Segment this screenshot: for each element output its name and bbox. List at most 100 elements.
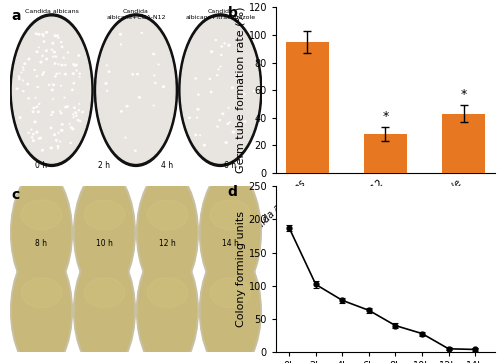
Ellipse shape <box>36 51 38 53</box>
Ellipse shape <box>219 119 220 121</box>
Ellipse shape <box>69 123 70 124</box>
Ellipse shape <box>220 66 221 67</box>
Ellipse shape <box>78 110 80 111</box>
Text: 4 h: 4 h <box>162 161 173 170</box>
Ellipse shape <box>22 67 24 68</box>
Ellipse shape <box>195 134 196 136</box>
Ellipse shape <box>46 58 48 60</box>
Ellipse shape <box>24 63 25 64</box>
Text: c: c <box>12 188 20 202</box>
Ellipse shape <box>217 126 218 127</box>
Ellipse shape <box>84 278 124 308</box>
Ellipse shape <box>52 43 54 44</box>
Ellipse shape <box>106 65 107 66</box>
Ellipse shape <box>43 72 44 73</box>
Text: 2 h: 2 h <box>98 161 110 170</box>
Ellipse shape <box>28 58 30 60</box>
Ellipse shape <box>237 129 238 130</box>
Ellipse shape <box>46 32 48 33</box>
Ellipse shape <box>56 139 58 141</box>
Ellipse shape <box>141 32 142 33</box>
Y-axis label: Colony forming units: Colony forming units <box>236 211 246 327</box>
Ellipse shape <box>58 37 59 38</box>
Ellipse shape <box>40 61 42 63</box>
Ellipse shape <box>73 114 74 115</box>
Ellipse shape <box>63 57 64 58</box>
Ellipse shape <box>200 248 261 363</box>
Ellipse shape <box>76 64 77 65</box>
Ellipse shape <box>64 73 66 75</box>
Ellipse shape <box>79 103 80 104</box>
Ellipse shape <box>72 89 73 90</box>
Text: 6 h: 6 h <box>224 161 236 170</box>
Ellipse shape <box>60 42 62 43</box>
Text: 0 h: 0 h <box>36 161 48 170</box>
Ellipse shape <box>52 89 53 91</box>
Ellipse shape <box>120 111 122 112</box>
Ellipse shape <box>76 173 134 293</box>
Text: a: a <box>12 9 21 23</box>
Ellipse shape <box>36 131 38 133</box>
Ellipse shape <box>132 74 134 75</box>
Ellipse shape <box>188 117 190 119</box>
Ellipse shape <box>76 115 77 116</box>
Ellipse shape <box>74 170 136 296</box>
Ellipse shape <box>28 98 29 99</box>
Ellipse shape <box>38 111 39 113</box>
Ellipse shape <box>56 140 57 141</box>
Ellipse shape <box>210 278 250 308</box>
Ellipse shape <box>198 94 199 95</box>
Ellipse shape <box>48 84 50 85</box>
Ellipse shape <box>107 90 108 91</box>
Ellipse shape <box>73 64 74 65</box>
Ellipse shape <box>57 35 58 36</box>
Text: *: * <box>382 110 388 123</box>
Ellipse shape <box>74 65 76 66</box>
Ellipse shape <box>62 46 63 48</box>
Ellipse shape <box>238 74 239 76</box>
Ellipse shape <box>126 106 128 107</box>
Ellipse shape <box>76 251 134 363</box>
Ellipse shape <box>61 129 63 131</box>
Ellipse shape <box>52 56 54 57</box>
Ellipse shape <box>21 200 62 230</box>
Ellipse shape <box>178 14 262 166</box>
Ellipse shape <box>196 117 198 118</box>
Ellipse shape <box>50 127 52 129</box>
Ellipse shape <box>232 87 233 88</box>
Ellipse shape <box>65 65 66 66</box>
Ellipse shape <box>78 55 80 56</box>
Y-axis label: Germ tube formation rate (%): Germ tube formation rate (%) <box>236 7 246 174</box>
Ellipse shape <box>70 142 71 143</box>
Ellipse shape <box>210 200 250 230</box>
Ellipse shape <box>228 107 229 108</box>
Ellipse shape <box>153 53 154 55</box>
Ellipse shape <box>32 111 34 113</box>
Ellipse shape <box>120 33 122 35</box>
Ellipse shape <box>210 91 212 93</box>
Ellipse shape <box>195 78 196 79</box>
Ellipse shape <box>221 46 222 47</box>
Ellipse shape <box>228 44 230 46</box>
Text: Candida
albicans+CGA-N12: Candida albicans+CGA-N12 <box>106 9 166 20</box>
Ellipse shape <box>154 75 155 76</box>
Ellipse shape <box>202 173 260 293</box>
Ellipse shape <box>27 83 28 85</box>
Ellipse shape <box>232 131 234 133</box>
Ellipse shape <box>78 119 79 121</box>
Ellipse shape <box>210 51 212 53</box>
Ellipse shape <box>21 278 62 308</box>
Ellipse shape <box>58 64 59 65</box>
Ellipse shape <box>138 97 140 98</box>
Ellipse shape <box>61 130 62 131</box>
Ellipse shape <box>38 138 40 139</box>
Ellipse shape <box>58 146 59 147</box>
Ellipse shape <box>108 71 110 72</box>
Ellipse shape <box>236 76 237 77</box>
Ellipse shape <box>10 248 72 363</box>
Text: *: * <box>460 88 466 101</box>
Ellipse shape <box>120 44 122 45</box>
Ellipse shape <box>22 80 24 81</box>
Ellipse shape <box>55 56 56 57</box>
Ellipse shape <box>154 82 156 83</box>
